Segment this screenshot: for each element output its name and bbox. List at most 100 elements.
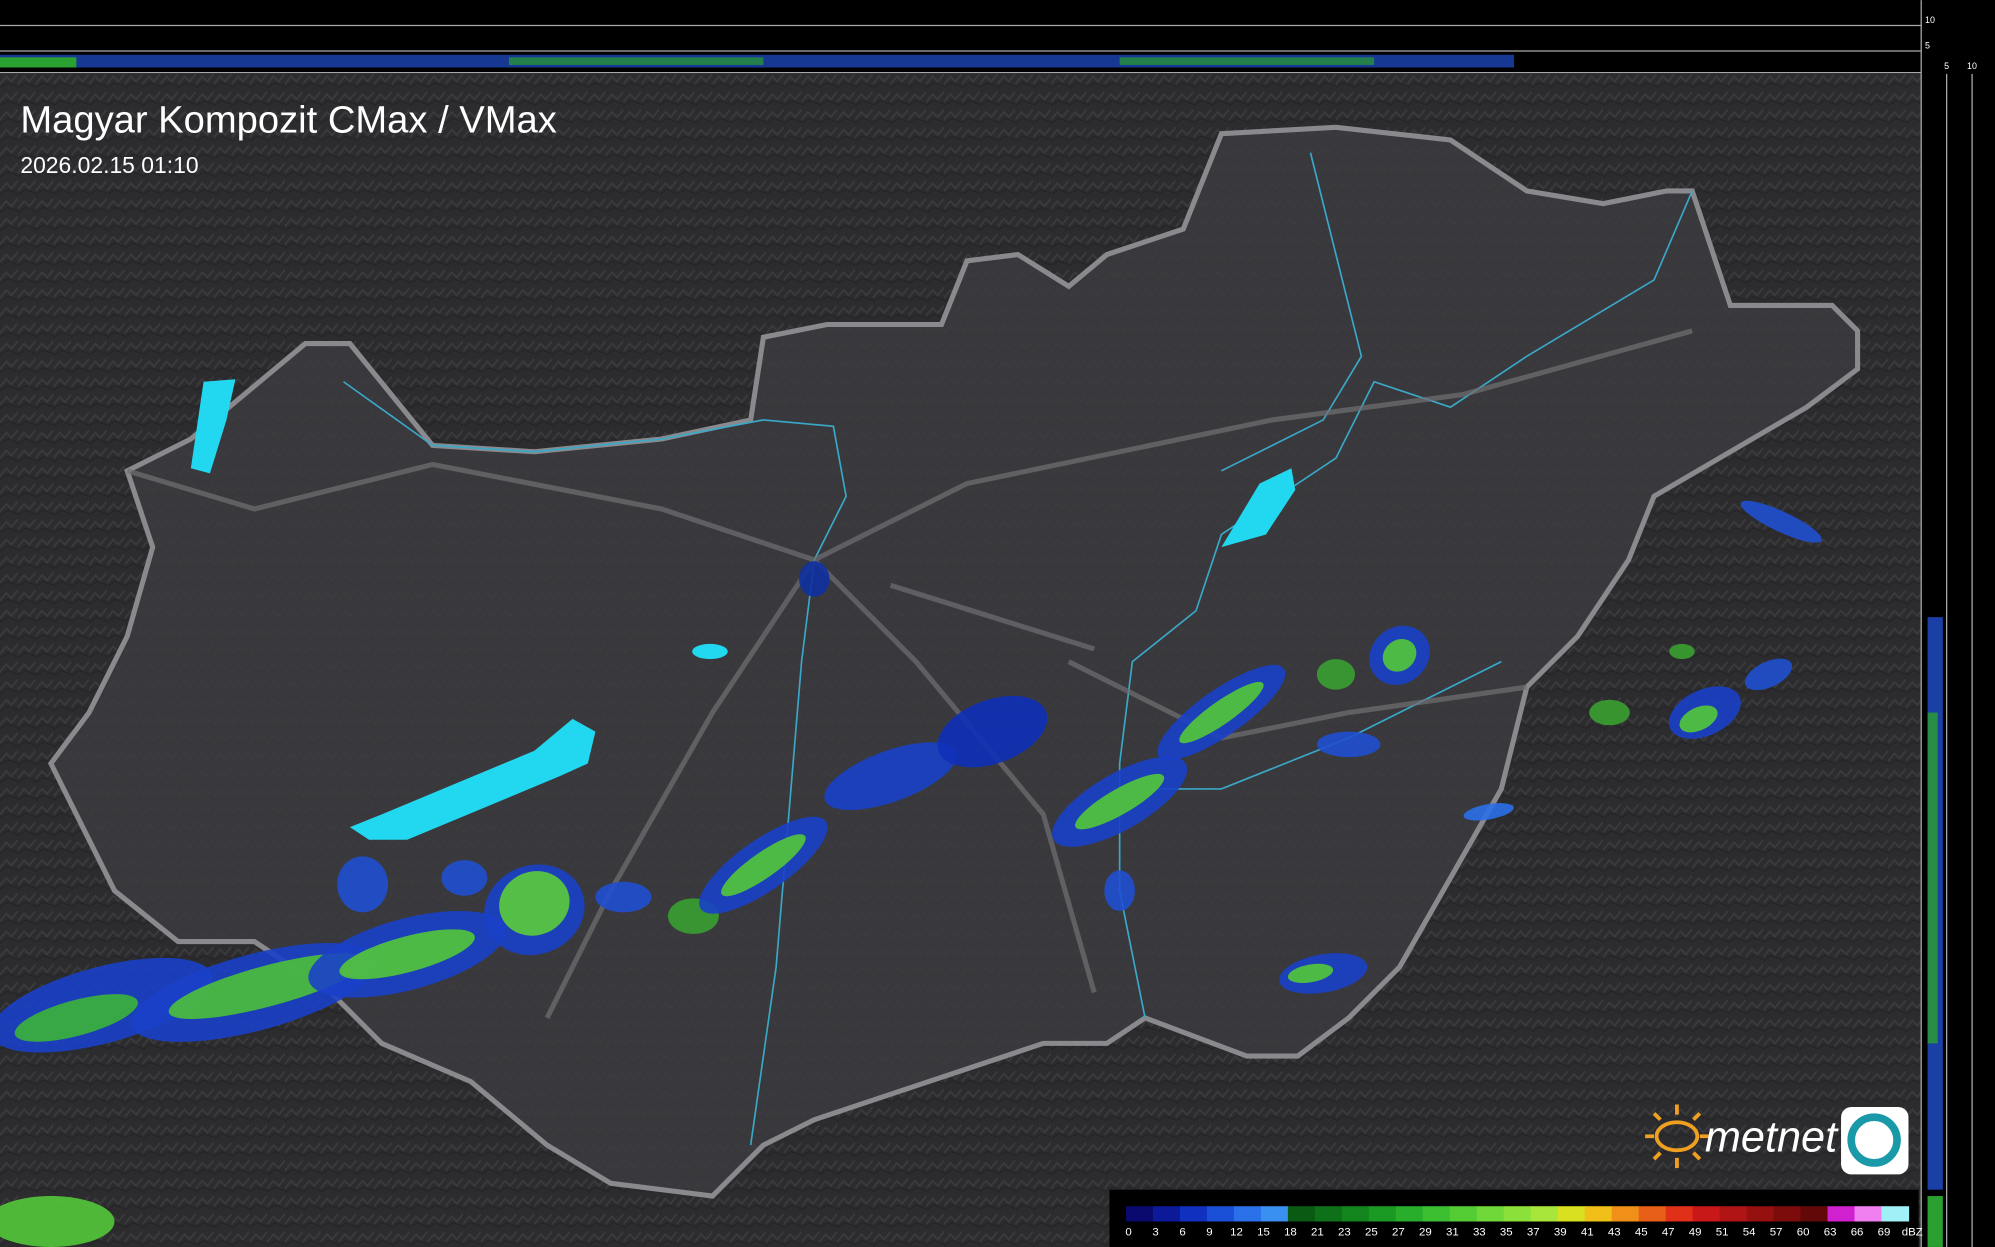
legend-swatch [1422, 1206, 1451, 1222]
legend-tick: 60 [1797, 1226, 1810, 1238]
legend-swatch [1233, 1206, 1262, 1222]
legend-swatch [1179, 1206, 1208, 1222]
legend-tick: 41 [1581, 1226, 1594, 1238]
legend-swatch [1152, 1206, 1181, 1222]
legend-swatch [1260, 1206, 1289, 1222]
legend-swatch [1854, 1206, 1883, 1222]
legend-unit: dBZ [1902, 1226, 1923, 1238]
legend-swatch [1665, 1206, 1694, 1222]
echo [1669, 643, 1695, 660]
legend-tick: 27 [1392, 1226, 1405, 1238]
echo [339, 929, 475, 980]
scale-tick: 10 [1967, 61, 1977, 71]
road [544, 558, 817, 1020]
legend-tick: 39 [1554, 1226, 1567, 1238]
legend-tick: 12 [1230, 1226, 1243, 1238]
echo [0, 1196, 115, 1247]
scale-tick: 10 [1925, 15, 1935, 25]
legend-tick: 63 [1824, 1226, 1837, 1238]
brand-name: metnet [1705, 1114, 1839, 1162]
echo [799, 561, 830, 597]
legend-tick: 9 [1206, 1226, 1212, 1238]
legend-tick: 45 [1635, 1226, 1648, 1238]
lake-balaton [349, 718, 596, 840]
legend-tick: 51 [1716, 1226, 1729, 1238]
echo [441, 860, 488, 896]
legend-tick: 43 [1608, 1226, 1621, 1238]
strip-echo [1119, 57, 1375, 65]
lakes [190, 379, 1296, 840]
legend-swatch [1773, 1206, 1802, 1222]
legend-swatch [1206, 1206, 1235, 1222]
lake-ferto [190, 379, 236, 474]
legend-swatch [1395, 1206, 1424, 1222]
echo [721, 834, 806, 897]
echo [1744, 658, 1793, 691]
legend-tick: 6 [1179, 1226, 1185, 1238]
echo [1679, 705, 1718, 733]
side-strip: 10 5 5 10 [1920, 0, 1977, 1247]
legend-tick: 35 [1500, 1226, 1513, 1238]
echo [824, 742, 957, 811]
echo [1589, 699, 1630, 726]
echo [1740, 500, 1822, 543]
legend-tick: 0 [1125, 1226, 1131, 1238]
lake-tisza [1221, 468, 1296, 548]
echo [337, 856, 389, 913]
legend-swatch [1341, 1206, 1370, 1222]
brand: metnet [1645, 1104, 1909, 1175]
echo [14, 994, 138, 1042]
strip-echo [1927, 712, 1938, 1044]
strip-echo [0, 57, 77, 68]
legend-tick: 33 [1473, 1226, 1486, 1238]
scale-tick: 5 [1944, 61, 1949, 71]
legend-swatch [1692, 1206, 1721, 1222]
top-strip [0, 24, 1922, 74]
legend-swatch [1503, 1206, 1532, 1222]
legend-swatch [1827, 1206, 1856, 1222]
legend-swatch [1881, 1206, 1910, 1222]
legend-tick: 29 [1419, 1226, 1432, 1238]
sun-logo [1645, 1104, 1709, 1169]
legend-tick: 31 [1446, 1226, 1459, 1238]
echo [1179, 681, 1264, 744]
echo [595, 881, 652, 913]
legend-swatch [1476, 1206, 1505, 1222]
legend: 0 3 6 9 12 15 18 21 23 25 27 29 31 33 35 37 39 41 43 45 47 49… [1125, 1206, 1923, 1238]
legend-tick: 3 [1152, 1226, 1158, 1238]
strip-echo [508, 57, 764, 65]
legend-swatch [1368, 1206, 1397, 1222]
legend-tick: 69 [1878, 1226, 1891, 1238]
echo [1104, 870, 1135, 912]
legend-tick: 18 [1284, 1226, 1297, 1238]
legend-swatch [1557, 1206, 1586, 1222]
legend-swatch [1126, 1206, 1154, 1222]
legend-tick: 49 [1689, 1226, 1702, 1238]
river [1221, 152, 1363, 472]
road [889, 582, 1095, 652]
legend-swatch [1638, 1206, 1667, 1222]
legend-tick: 66 [1851, 1226, 1864, 1238]
scale-tick: 5 [1925, 40, 1930, 50]
legend-tick: 57 [1770, 1226, 1783, 1238]
echo [1287, 963, 1334, 984]
legend-swatch [1449, 1206, 1478, 1222]
legend-swatch [1314, 1206, 1343, 1222]
echo [1075, 773, 1165, 830]
road [1067, 659, 1528, 741]
legend-swatch [1611, 1206, 1640, 1222]
echo [1316, 659, 1356, 690]
map-title: Magyar Kompozit CMax / VMax [20, 98, 556, 141]
legend-tick: 21 [1311, 1226, 1324, 1238]
legend-tick: 23 [1338, 1226, 1351, 1238]
echo [1316, 731, 1381, 758]
radar-echoes [0, 500, 1822, 1247]
echo [1463, 803, 1514, 821]
legend-tick: 15 [1257, 1226, 1270, 1238]
app-icon-mark [1847, 1113, 1901, 1167]
echo [499, 871, 570, 936]
legend-swatch [1800, 1206, 1829, 1222]
legend-tick: 25 [1365, 1226, 1378, 1238]
